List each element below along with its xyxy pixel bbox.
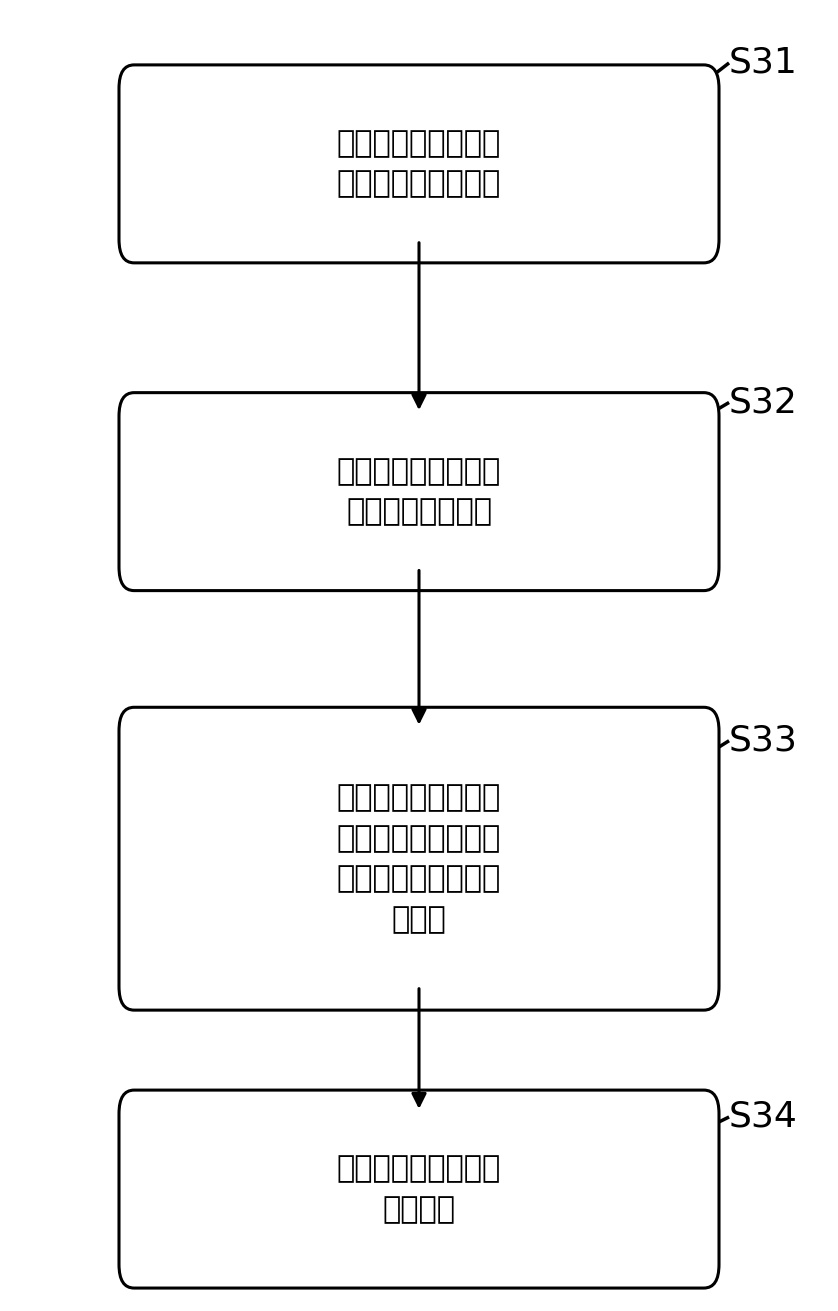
Text: 将地震数据映射至所
述坐标系: 将地震数据映射至所 述坐标系 — [337, 1154, 501, 1224]
FancyBboxPatch shape — [119, 708, 719, 1009]
Text: 在所述坐标系内划分
出待抽取方位角区域: 在所述坐标系内划分 出待抽取方位角区域 — [337, 128, 501, 199]
Text: S32: S32 — [729, 385, 798, 420]
FancyBboxPatch shape — [119, 1091, 719, 1287]
FancyBboxPatch shape — [119, 64, 719, 262]
FancyBboxPatch shape — [119, 393, 719, 590]
Text: S33: S33 — [729, 724, 798, 758]
Text: S31: S31 — [729, 46, 798, 80]
Text: 建立所述待抽取方位
角区域的边界方程: 建立所述待抽取方位 角区域的边界方程 — [337, 456, 501, 527]
Text: S34: S34 — [729, 1100, 798, 1134]
Text: 根据所述边界方程判
断所述统计点是否位
于所述待抽取方位角
区域内: 根据所述边界方程判 断所述统计点是否位 于所述待抽取方位角 区域内 — [337, 784, 501, 933]
